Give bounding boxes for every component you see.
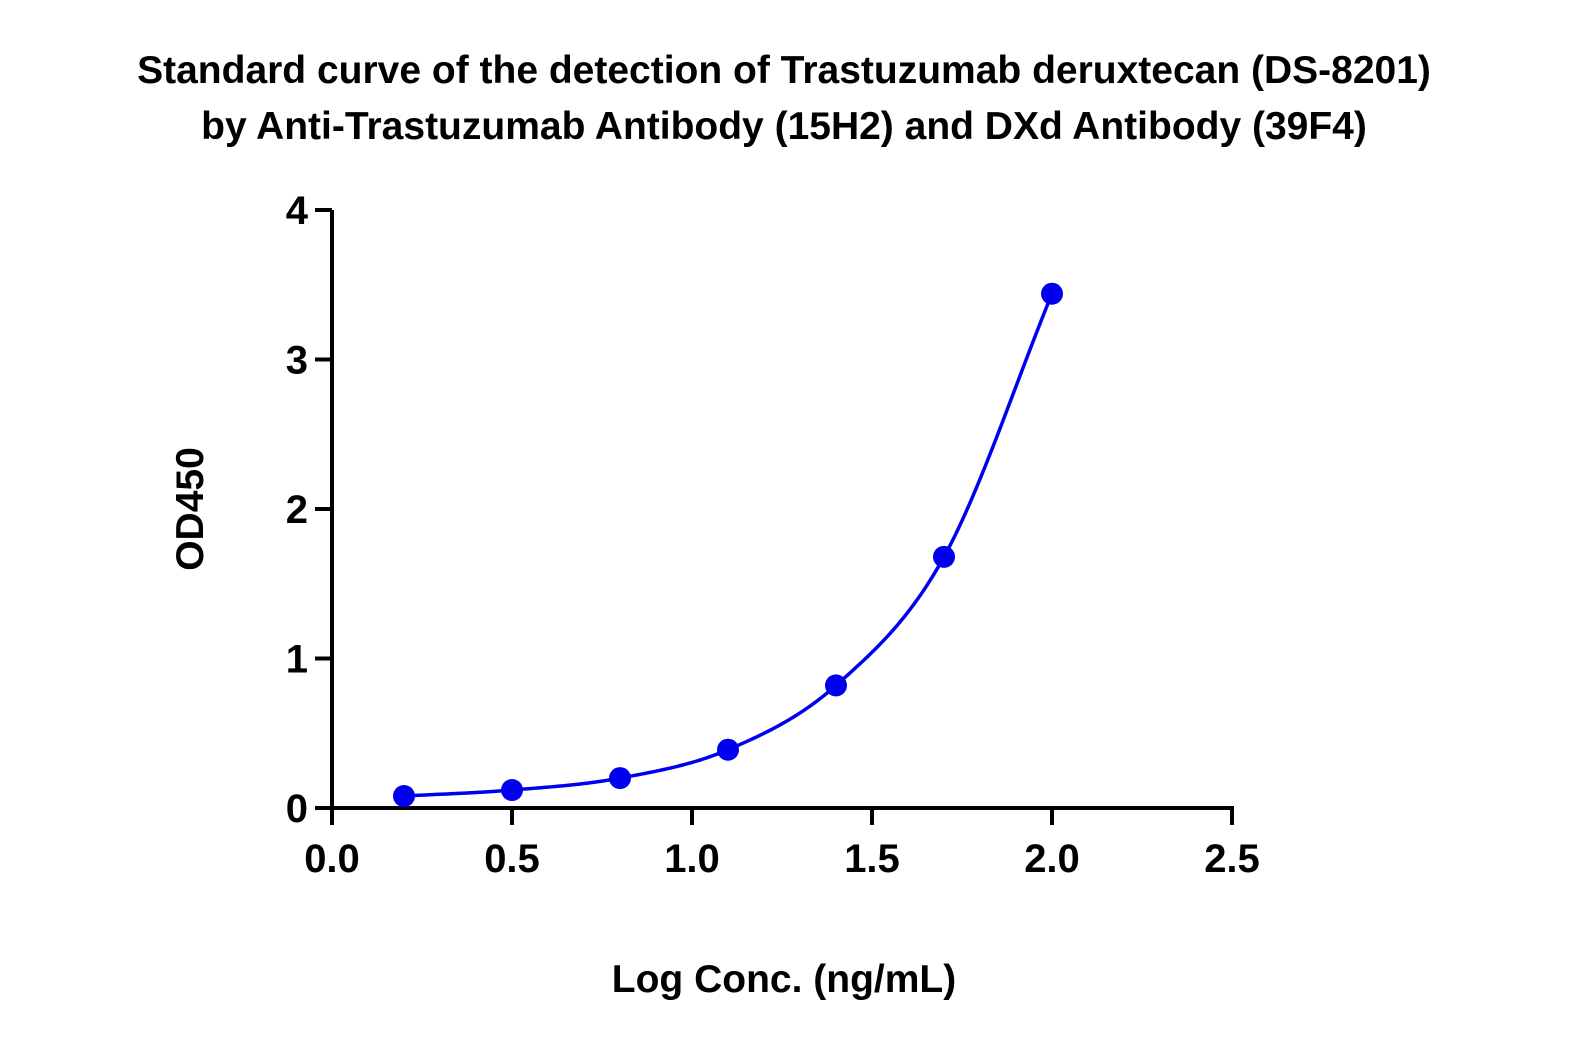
y-tick-label: 2	[286, 488, 308, 532]
y-tick-label: 4	[286, 189, 309, 233]
data-point	[717, 738, 739, 761]
y-axis: 0 1 2 3 4	[286, 189, 334, 831]
x-tick-label: 0.0	[304, 837, 360, 881]
y-tick-label: 0	[286, 787, 308, 831]
data-point	[501, 779, 523, 802]
x-tick-label: 0.5	[484, 837, 540, 881]
chart-title-line-2: by Anti-Trastuzumab Antibody (15H2) and …	[201, 105, 1367, 148]
plot-area	[393, 282, 1063, 808]
y-tick-label: 3	[286, 339, 308, 383]
chart-title-line-1: Standard curve of the detection of Trast…	[137, 49, 1431, 92]
fitted-curve	[403, 293, 1054, 798]
x-axis: 0.0 0.5 1.0 1.5 2.0 2.5	[304, 806, 1260, 881]
data-point	[1041, 282, 1063, 305]
y-axis-label: OD450	[169, 447, 212, 571]
data-point	[609, 767, 631, 790]
y-tick-label: 1	[286, 638, 308, 682]
data-point	[825, 674, 847, 697]
data-point	[933, 545, 955, 568]
x-tick-label: 1.0	[664, 837, 720, 881]
x-tick-label: 2.5	[1204, 837, 1260, 881]
x-tick-label: 2.0	[1024, 837, 1080, 881]
data-point	[393, 785, 415, 808]
x-tick-label: 1.5	[844, 837, 900, 881]
x-axis-label: Log Conc. (ng/mL)	[612, 958, 956, 1001]
